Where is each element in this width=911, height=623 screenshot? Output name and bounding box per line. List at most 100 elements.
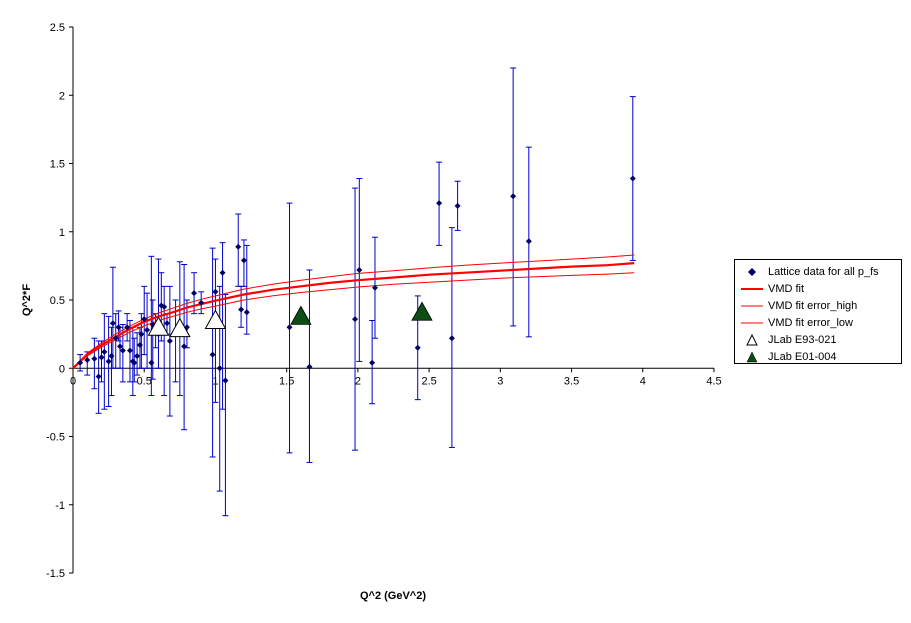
legend-label: JLab E01-004: [768, 351, 837, 363]
lattice-data-point: [148, 359, 155, 366]
lattice-data-point: [136, 342, 143, 349]
legend-item-vmd-fit: VMD fit: [735, 281, 901, 297]
error-bars: [77, 67, 636, 517]
lattice-data-point: [243, 309, 250, 316]
lattice-data-point: [222, 377, 229, 384]
lattice-data-point: [510, 193, 517, 200]
lattice-data-point: [191, 290, 198, 297]
thin-line-icon: [741, 322, 763, 324]
lattice-data-point: [77, 359, 84, 366]
filled-triangle-icon: [746, 351, 758, 363]
lattice-data-point: [306, 363, 313, 370]
lattice-data-point: [105, 358, 112, 365]
y-tick-label: 1: [59, 227, 65, 239]
lattice-data-point: [629, 175, 636, 182]
lattice-data-point: [356, 266, 363, 273]
lattice-data-point: [84, 357, 91, 364]
x-tick-label: 2: [355, 375, 361, 387]
lattice-data-point: [101, 348, 108, 355]
lattice-data-point: [219, 269, 226, 276]
lattice-data-point: [119, 347, 126, 354]
lattice-data-point: [436, 200, 443, 207]
lattice-data-point: [371, 284, 378, 291]
legend-label: Lattice data for all p_fs: [768, 266, 879, 278]
tick-labels: -1.5-1-0.500.511.522.500.511.522.533.544…: [46, 22, 722, 580]
legend-item-jlab-e01: JLab E01-004: [735, 349, 901, 365]
legend-label: VMD fit error_high: [768, 300, 858, 312]
lattice-data-point: [448, 335, 455, 342]
open-triangle-icon: [746, 333, 758, 346]
jlab-e01-point: [290, 305, 312, 325]
x-tick-label: 3: [497, 375, 503, 387]
x-tick-label: 4.5: [706, 375, 721, 387]
lattice-data-point: [117, 343, 124, 350]
legend-label: VMD fit: [768, 283, 805, 295]
lattice-data-point: [144, 327, 151, 334]
lattice-data-point: [240, 257, 247, 264]
thin-line-icon: [741, 305, 763, 307]
lattice-data-point: [166, 337, 173, 344]
jlab-e93-point: [168, 317, 191, 338]
lattice-data-point: [216, 365, 223, 372]
lattice-data-point: [286, 324, 293, 331]
axes: [69, 26, 715, 574]
y-tick-label: 2: [59, 90, 65, 102]
lattice-data-point: [525, 238, 532, 245]
legend-label: VMD fit error_low: [768, 317, 853, 329]
lattice-data-point: [235, 243, 242, 250]
x-tick-label: 1.5: [279, 375, 294, 387]
fit-line-2: [72, 254, 635, 369]
y-tick-label: -1: [55, 500, 65, 512]
fit-line-1: [72, 262, 635, 370]
lattice-data-point: [124, 324, 131, 331]
jlab-e93-point: [147, 316, 170, 336]
lattice-data-point: [126, 347, 133, 354]
legend-item-jlab-e93: JLab E93-021: [735, 332, 901, 348]
y-tick-label: 1.5: [50, 159, 65, 171]
lattice-data-point: [414, 344, 421, 351]
jlab-e93-point: [204, 309, 227, 329]
lattice-data-point: [352, 316, 359, 323]
y-tick-label: 0.5: [50, 295, 65, 307]
legend-item-vmd-error-low: VMD fit error_low: [735, 315, 901, 331]
lattice-data-point: [98, 354, 105, 361]
legend-label: JLab E93-021: [768, 334, 837, 346]
lattice-data-point: [238, 306, 245, 313]
x-tick-label: 4: [640, 375, 646, 387]
y-tick-label: -0.5: [46, 432, 65, 444]
fit-lines: [72, 254, 635, 370]
y-axis-title: Q^2*F: [21, 284, 33, 316]
lattice-data-point: [141, 316, 148, 323]
lattice-data-point: [198, 299, 205, 306]
lattice-data-point: [134, 352, 141, 359]
diamond-marker-icon: [748, 268, 756, 276]
lattice-data-point: [369, 359, 376, 366]
x-tick-label: 0: [70, 375, 76, 387]
lattice-data-point: [209, 351, 216, 358]
x-tick-label: 0.5: [137, 375, 152, 387]
y-tick-label: -1.5: [46, 568, 65, 580]
lattice-data-point: [115, 324, 122, 331]
legend-item-vmd-error-high: VMD fit error_high: [735, 298, 901, 314]
lattice-data-point: [108, 352, 115, 359]
lattice-data-point: [161, 303, 168, 310]
lattice-data-point: [112, 335, 119, 342]
data-markers: [77, 175, 636, 384]
lattice-data-point: [181, 343, 188, 350]
x-tick-label: 3.5: [564, 375, 579, 387]
x-tick-label: 2.5: [421, 375, 436, 387]
lattice-data-point: [91, 355, 98, 362]
lattice-data-point: [212, 288, 219, 295]
x-axis-title: Q^2 (GeV^2): [360, 590, 426, 602]
jlab-e01-point: [411, 301, 433, 321]
lattice-data-point: [131, 359, 138, 366]
lattice-data-point: [454, 202, 461, 209]
y-tick-label: 0: [59, 363, 65, 375]
legend-item-lattice: Lattice data for all p_fs: [735, 264, 901, 280]
lattice-data-point: [138, 331, 145, 338]
lattice-data-point: [109, 320, 116, 327]
legend: Lattice data for all p_fs VMD fit VMD fi…: [734, 259, 902, 364]
lattice-data-point: [164, 320, 171, 327]
y-tick-label: 2.5: [50, 22, 65, 34]
